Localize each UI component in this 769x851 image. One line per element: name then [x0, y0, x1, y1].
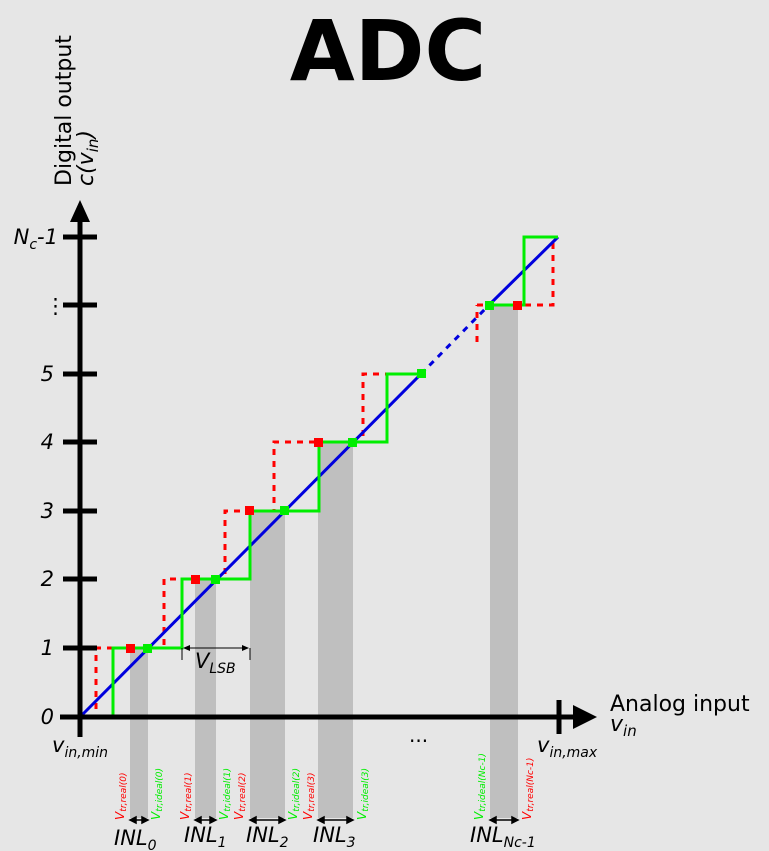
y-tick-label: 0 [41, 705, 54, 729]
inl-arrows [128, 815, 520, 825]
real-markers [126, 301, 522, 653]
x-axis-arrow [573, 705, 597, 729]
y-tick-labels: 0 1 2 3 4 5 ⋮ Nc-1 [14, 225, 66, 729]
y-tick-label: 1 [41, 636, 54, 660]
x-max-label: vin,max [537, 733, 598, 761]
y-tick-label: ⋮ [45, 294, 66, 318]
inl-label-1: INL1 [184, 823, 227, 851]
inl-region-0 [130, 648, 148, 818]
y-tick-label: 5 [41, 362, 54, 386]
inl-label-3: INL3 [313, 823, 356, 851]
transition-label-ideal-2: Vtr,ideal(2) [286, 768, 302, 820]
x-min-label: vin,min [52, 733, 108, 761]
inl-region-nc-1 [490, 305, 518, 818]
transition-label-real-0: Vtr,real(0) [113, 773, 129, 820]
y-ticks [63, 234, 97, 651]
transition-label-real-nc-1: Vtr,real(Nc-1) [520, 758, 536, 820]
transition-label-real-1: Vtr,real(1) [178, 773, 194, 820]
vlsb-label: VLSB [195, 649, 236, 677]
transition-labels: Vtr,real(0) Vtr,ideal(0) Vtr,real(1) Vtr… [113, 753, 536, 820]
y-tick-label-nc: Nc-1 [14, 225, 58, 253]
inl-label-nc-1: INLNc-1 [470, 823, 536, 851]
inl-region-3 [318, 442, 353, 818]
y-tick-label: 3 [41, 499, 54, 523]
inl-regions [130, 305, 518, 818]
svg-text:Analog input: Analog input [610, 692, 750, 717]
transition-label-ideal-3: Vtr,ideal(3) [355, 768, 371, 820]
transition-label-ideal-0: Vtr,ideal(0) [149, 768, 165, 820]
y-tick-label: 4 [41, 430, 54, 454]
y-axis-label: Digital output c(vin) [52, 35, 102, 186]
ideal-markers [143, 301, 494, 653]
inl-labels: INL0 INL1 INL2 INL3 INLNc-1 [114, 823, 536, 851]
transition-label-real-3: Vtr,real(3) [301, 773, 317, 820]
y-tick-label: 2 [41, 567, 54, 591]
inl-label-0: INL0 [114, 826, 157, 851]
inl-region-2 [250, 511, 285, 818]
inl-label-2: INL2 [246, 823, 289, 851]
x-axis-label: Analog input vin [610, 692, 750, 740]
inl-region-1 [195, 579, 216, 818]
ideal-staircase [80, 235, 558, 719]
svg-text:Digital output: Digital output [52, 35, 77, 186]
vlsb-annotation: VLSB [181, 645, 251, 677]
x-gap-ellipsis: ... [409, 723, 428, 747]
transition-label-ideal-1: Vtr,ideal(1) [217, 768, 233, 820]
transition-label-ideal-nc-1: Vtr,ideal(Nc-1) [472, 753, 488, 820]
svg-text:vin: vin [610, 712, 637, 740]
y-axis-arrow [70, 200, 90, 222]
diagram-title: ADC [290, 2, 486, 100]
transition-label-real-2: Vtr,real(2) [232, 773, 248, 820]
svg-text:c(vin): c(vin) [74, 130, 102, 186]
